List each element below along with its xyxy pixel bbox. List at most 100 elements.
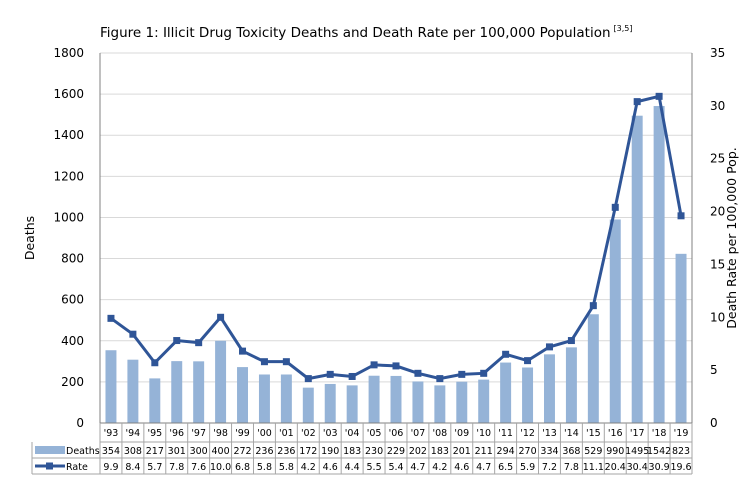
x-tick-label: '04: [345, 428, 360, 439]
x-tick-label: '05: [367, 428, 382, 439]
data-label-rate: 30.9: [649, 462, 670, 473]
y-right-tick-label: 5: [710, 363, 718, 377]
data-label-deaths: 172: [299, 446, 317, 457]
data-label-deaths: 823: [672, 446, 690, 457]
data-label-rate: 8.4: [125, 462, 140, 473]
point-rate: [545, 343, 553, 351]
data-label-rate: 11.1: [583, 462, 604, 473]
point-rate: [129, 330, 137, 338]
x-tick-label: '99: [235, 428, 250, 439]
data-label-rate: 4.2: [301, 462, 316, 473]
legend-marker-rate: [46, 462, 53, 470]
chart-title-superscript: [3,5]: [614, 24, 633, 33]
bar-deaths: [193, 361, 205, 423]
bar-deaths: [456, 381, 468, 423]
y-right-tick-label: 0: [710, 416, 718, 430]
bar-deaths: [675, 253, 687, 423]
y-tick-label: 1800: [53, 46, 84, 60]
y-right-tick-label: 35: [710, 46, 725, 60]
bar-deaths: [412, 381, 424, 423]
point-rate: [458, 370, 466, 378]
data-label-rate: 5.7: [147, 462, 162, 473]
data-label-deaths: 229: [387, 446, 405, 457]
bar-deaths: [258, 374, 270, 423]
x-tick-label: '15: [586, 428, 601, 439]
point-rate: [392, 362, 400, 370]
data-label-deaths: 236: [255, 446, 273, 457]
data-label-rate: 5.8: [257, 462, 272, 473]
data-label-deaths: 400: [212, 446, 230, 457]
bar-deaths: [324, 383, 336, 423]
data-label-deaths: 217: [146, 446, 164, 457]
y-tick-label: 1400: [53, 128, 84, 142]
point-rate: [370, 361, 378, 369]
data-label-rate: 19.6: [670, 462, 691, 473]
point-rate: [567, 337, 575, 345]
data-label-rate: 7.8: [169, 462, 184, 473]
point-rate: [611, 203, 619, 211]
bar-deaths: [631, 115, 643, 423]
point-rate: [260, 358, 268, 366]
point-rate: [524, 357, 532, 365]
data-label-rate: 5.9: [520, 462, 535, 473]
data-label-rate: 4.7: [410, 462, 425, 473]
y-tick-label: 1600: [53, 87, 84, 101]
x-tick-label: '93: [104, 428, 119, 439]
data-label-deaths: 301: [168, 446, 186, 457]
point-rate: [677, 212, 685, 220]
y-axis-label: Deaths: [22, 216, 37, 260]
data-label-deaths: 1542: [647, 446, 671, 457]
data-label-rate: 10.0: [210, 462, 231, 473]
data-label-rate: 4.2: [432, 462, 447, 473]
point-rate: [239, 347, 247, 355]
bar-deaths: [171, 361, 183, 423]
data-label-deaths: 368: [562, 446, 580, 457]
x-tick-label: '06: [389, 428, 404, 439]
y-axis-right-label: Death Rate per 100,000 Pop.: [724, 147, 739, 328]
y-tick-label: 0: [76, 416, 84, 430]
data-label-rate: 7.2: [542, 462, 557, 473]
legend-label-rate: Rate: [66, 462, 88, 473]
x-tick-label: '96: [169, 428, 184, 439]
x-tick-label: '18: [652, 428, 667, 439]
x-tick-label: '95: [147, 428, 162, 439]
data-label-deaths: 211: [475, 446, 493, 457]
y-right-tick-label: 15: [710, 257, 725, 271]
data-label-rate: 30.4: [627, 462, 648, 473]
data-label-rate: 5.5: [367, 462, 382, 473]
y-right-tick-label: 25: [710, 152, 725, 166]
data-label-rate: 4.4: [345, 462, 360, 473]
bar-deaths: [609, 219, 621, 423]
data-label-deaths: 354: [102, 446, 120, 457]
data-label-rate: 4.6: [323, 462, 338, 473]
bar-deaths: [215, 340, 227, 423]
bar-deaths: [127, 359, 139, 423]
point-rate: [304, 375, 312, 383]
data-label-rate: 7.8: [564, 462, 579, 473]
x-tick-label: '19: [674, 428, 689, 439]
chart-title: Figure 1: Illicit Drug Toxicity Deaths a…: [100, 25, 611, 41]
x-tick-label: '07: [411, 428, 426, 439]
data-label-deaths: 529: [584, 446, 602, 457]
bar-deaths: [478, 379, 490, 423]
point-rate: [480, 369, 488, 377]
x-tick-label: '03: [323, 428, 338, 439]
data-label-deaths: 308: [124, 446, 142, 457]
point-rate: [195, 339, 203, 347]
y-right-tick-label: 10: [710, 310, 725, 324]
point-rate: [217, 313, 225, 321]
x-tick-label: '00: [257, 428, 272, 439]
x-tick-label: '94: [126, 428, 141, 439]
data-label-deaths: 334: [540, 446, 558, 457]
data-label-deaths: 183: [343, 446, 361, 457]
data-label-deaths: 270: [518, 446, 536, 457]
point-rate: [436, 375, 444, 383]
point-rate: [633, 98, 641, 106]
data-label-deaths: 230: [365, 446, 383, 457]
x-tick-label: '11: [498, 428, 513, 439]
point-rate: [326, 370, 334, 378]
legend-label-deaths: Deaths: [66, 446, 100, 457]
x-tick-label: '98: [213, 428, 228, 439]
legend-swatch-deaths: [35, 446, 65, 454]
data-label-deaths: 236: [277, 446, 295, 457]
